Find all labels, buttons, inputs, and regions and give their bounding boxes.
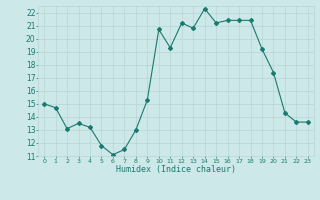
X-axis label: Humidex (Indice chaleur): Humidex (Indice chaleur) [116, 165, 236, 174]
